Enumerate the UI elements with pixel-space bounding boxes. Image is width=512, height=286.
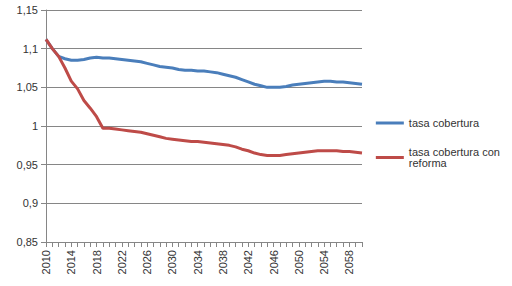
svg-text:2046: 2046 [268,250,280,274]
svg-text:0,9: 0,9 [23,197,38,209]
svg-text:1,15: 1,15 [17,4,38,16]
svg-text:2058: 2058 [343,250,355,274]
svg-text:2042: 2042 [242,250,254,274]
svg-text:2018: 2018 [91,250,103,274]
svg-text:0,95: 0,95 [17,159,38,171]
svg-text:2054: 2054 [318,250,330,274]
svg-text:1: 1 [32,120,38,132]
svg-text:tasa cobertura con: tasa cobertura con [408,146,503,158]
svg-text:2038: 2038 [217,250,229,274]
svg-text:1,05: 1,05 [17,81,38,93]
svg-text:2030: 2030 [166,250,178,274]
svg-text:2010: 2010 [40,250,52,274]
svg-text:0,85: 0,85 [17,236,38,248]
svg-text:2034: 2034 [192,250,204,274]
svg-text:1,1: 1,1 [23,43,38,55]
svg-text:2050: 2050 [293,250,305,274]
svg-text:reforma: reforma [409,157,448,169]
svg-text:2026: 2026 [141,250,153,274]
svg-text:2022: 2022 [116,250,128,274]
svg-text:2014: 2014 [65,250,77,274]
svg-text:tasa cobertura: tasa cobertura [409,117,480,129]
